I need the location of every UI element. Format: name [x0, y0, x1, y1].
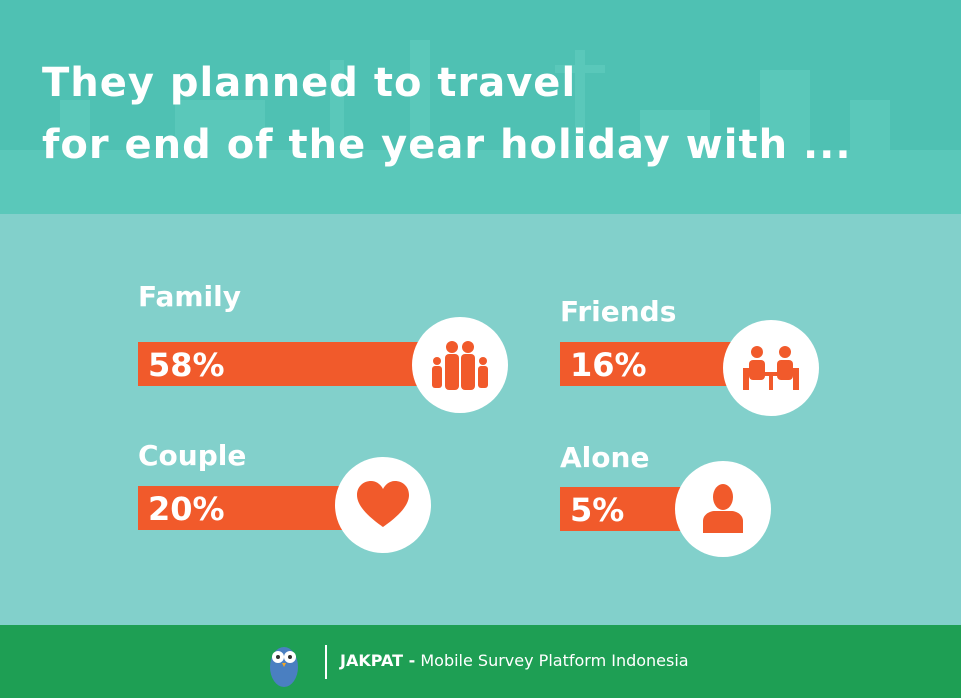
item-label: Friends [560, 295, 677, 328]
icon [723, 320, 819, 416]
item-label: Alone [560, 441, 650, 474]
item-value: 5% [560, 487, 690, 531]
title: They planned to travel for end of the ye… [42, 52, 852, 176]
item-label: Family [138, 280, 242, 313]
icon [675, 461, 771, 557]
header: They planned to travel for end of the ye… [0, 0, 961, 214]
title-line: They planned to travel [42, 60, 577, 106]
skyline [0, 40, 961, 214]
logo [270, 647, 298, 687]
item-value: 16% [560, 342, 740, 386]
icon [412, 317, 508, 413]
item-value: 58% [138, 342, 438, 386]
icon [335, 457, 431, 553]
family-icon [432, 341, 488, 390]
item-value: 20% [138, 486, 350, 530]
brand: JAKPAT - [340, 651, 416, 670]
item-label: Couple [138, 439, 247, 472]
title-line: for end of the year holiday with ... [42, 122, 852, 168]
footer: JAKPAT - Mobile Survey Platform Indonesi… [0, 625, 961, 698]
footer-text: JAKPAT - Mobile Survey Platform Indonesi… [340, 651, 689, 670]
tagline: Mobile Survey Platform Indonesia [420, 651, 689, 670]
person-icon [703, 484, 743, 533]
heart-icon [357, 481, 409, 527]
separator [325, 645, 327, 679]
friends-icon [743, 346, 799, 390]
